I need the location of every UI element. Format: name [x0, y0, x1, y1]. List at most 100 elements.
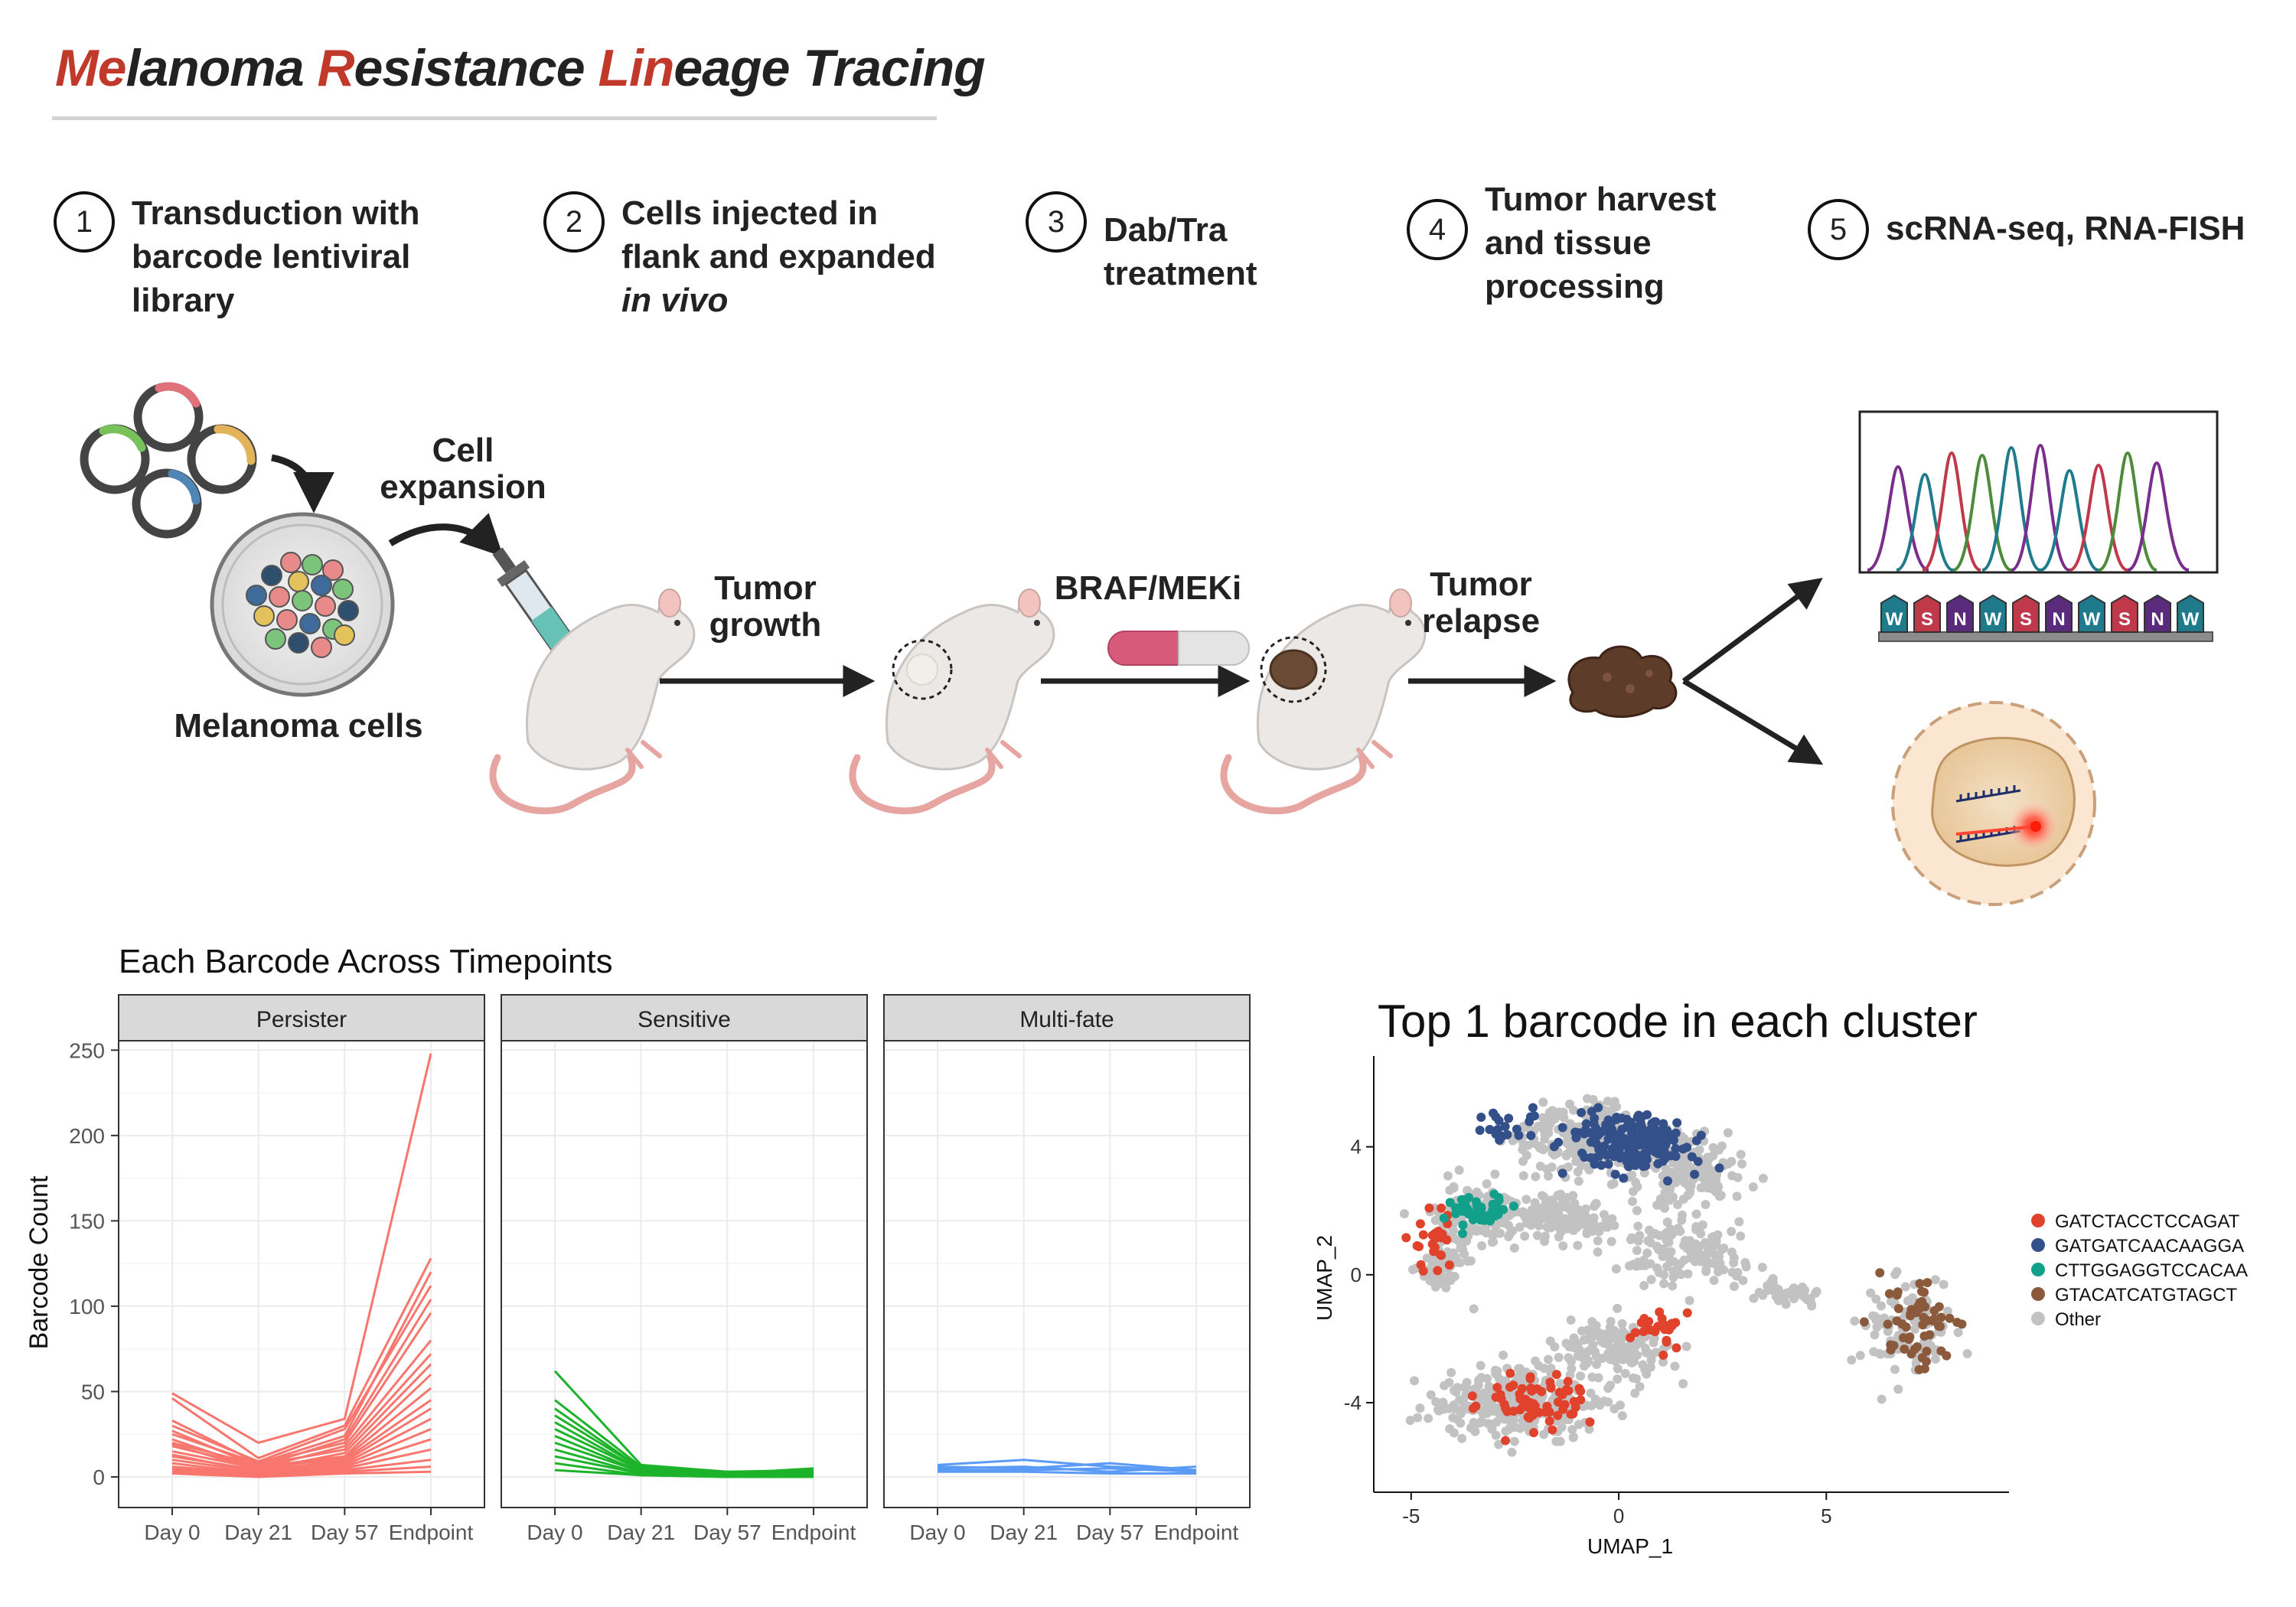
- scatter-point: [1490, 1169, 1500, 1179]
- scatter-point: [1942, 1351, 1952, 1361]
- scatter-point: [1870, 1312, 1880, 1322]
- scatter-point: [1476, 1418, 1486, 1428]
- scatter-point: [1910, 1345, 1919, 1354]
- scatter-point: [1626, 1134, 1636, 1144]
- scatter-point: [1521, 1195, 1531, 1204]
- umap-title: Top 1 barcode in each cluster: [1378, 996, 1978, 1047]
- x-tick-label: Day 57: [693, 1521, 762, 1544]
- scatter-point: [1565, 1099, 1575, 1109]
- scatter-point: [1490, 1211, 1500, 1221]
- scatter-point: [1433, 1405, 1443, 1415]
- facet-panel: Multi-fate Day 0 Day 21 Day 57 Endpoint: [883, 994, 1251, 1544]
- scatter-point: [1431, 1397, 1441, 1407]
- x-tick-label: Endpoint: [389, 1521, 474, 1544]
- scatter-point: [1672, 1118, 1682, 1128]
- scatter-point: [1738, 1276, 1748, 1286]
- scatter-point: [1610, 1169, 1620, 1179]
- scatter-point: [1732, 1271, 1742, 1281]
- barcode-block-shape: [1880, 594, 1908, 633]
- scatter-point: [1442, 1235, 1452, 1245]
- scatter-point: [1457, 1433, 1467, 1443]
- x-tick-label: Day 0: [909, 1521, 965, 1544]
- scatter-point: [1546, 1364, 1556, 1374]
- y-tick-label: 0: [93, 1465, 105, 1489]
- scatter-point: [1431, 1258, 1441, 1268]
- scatter-point: [1505, 1382, 1515, 1392]
- scatter-point: [1657, 1314, 1667, 1324]
- scatter-point: [1449, 1182, 1459, 1191]
- scatter-point: [1515, 1364, 1525, 1374]
- step-line: Cells injected in: [621, 194, 878, 232]
- barcode-block: N: [2144, 594, 2171, 633]
- scatter-point: [1476, 1361, 1486, 1371]
- scatter-point: [1553, 1410, 1563, 1420]
- scatter-point: [1549, 1207, 1559, 1217]
- scatter-point: [1405, 1416, 1415, 1426]
- scatter-point: [1925, 1330, 1935, 1340]
- scatter-point: [1540, 1231, 1550, 1241]
- scatter-point: [1678, 1144, 1688, 1154]
- scatter-point: [1465, 1224, 1475, 1234]
- scatter-point: [1493, 1125, 1503, 1135]
- scatter-point: [1525, 1116, 1534, 1126]
- scatter-point: [1558, 1404, 1568, 1414]
- scatter-point: [1736, 1231, 1746, 1241]
- scatter-point: [1574, 1176, 1583, 1186]
- scatter-point: [1451, 1387, 1461, 1397]
- scatter-point: [1482, 1179, 1492, 1189]
- scatter-point: [1708, 1143, 1718, 1152]
- x-tick-label: Day 21: [990, 1521, 1058, 1544]
- scatter-point: [1576, 1395, 1586, 1405]
- scatter-point: [1468, 1403, 1478, 1413]
- scatter-point: [1923, 1278, 1932, 1288]
- step-3: 3 Dab/Tra treatment: [1026, 191, 1257, 295]
- series-line: [171, 1257, 432, 1460]
- scatter-point: [1577, 1148, 1587, 1158]
- facet-strip: [883, 994, 1251, 1041]
- scatter-point: [1458, 1229, 1468, 1239]
- scatter-point: [1593, 1373, 1603, 1383]
- scatter-point: [1561, 1338, 1571, 1348]
- x-tick-label: Endpoint: [771, 1521, 856, 1544]
- barcode-letter: S: [2020, 609, 2032, 630]
- scatter-point: [1953, 1328, 1963, 1338]
- step-line: barcode lentiviral: [132, 238, 411, 275]
- braf-meki-label: BRAF/MEKi: [1054, 569, 1242, 607]
- scatter-point: [1671, 1343, 1681, 1353]
- scatter-point: [1903, 1296, 1913, 1305]
- scatter-point: [1415, 1219, 1425, 1229]
- x-axis-label: UMAP_1: [1587, 1534, 1673, 1558]
- scatter-point: [1640, 1343, 1650, 1353]
- scatter-point: [1472, 1187, 1482, 1197]
- scatter-point: [1617, 1410, 1627, 1420]
- scatter-point: [1652, 1241, 1662, 1251]
- scatter-point: [1711, 1187, 1720, 1197]
- scatter-point: [1458, 1396, 1468, 1406]
- scatter-point: [1645, 1259, 1655, 1269]
- scatter-point: [1460, 1198, 1470, 1208]
- scatter-point: [1718, 1265, 1728, 1275]
- scatter-point: [1534, 1143, 1544, 1153]
- scatter-point: [1584, 1165, 1594, 1175]
- scatter-point: [1547, 1162, 1557, 1172]
- barcode-letter: N: [1953, 609, 1966, 630]
- scatter-point: [1485, 1124, 1495, 1134]
- legend-label: GTACATCATGTAGCT: [2055, 1285, 2238, 1305]
- barcode-block-shape: [1979, 594, 2007, 633]
- x-tick-label: Day 21: [224, 1521, 292, 1544]
- scatter-point: [1686, 1252, 1696, 1262]
- scatter-point: [1642, 1248, 1652, 1258]
- step-text: Dab/Tra treatment: [1104, 191, 1257, 295]
- scatter-point: [1749, 1293, 1759, 1303]
- arrow-icon: [1681, 577, 1823, 683]
- scatter-point: [1691, 1239, 1701, 1249]
- scatter-point: [1475, 1210, 1485, 1220]
- scatter-point: [1456, 1409, 1466, 1419]
- scatter-point: [1622, 1114, 1632, 1124]
- scatter-point: [1542, 1404, 1552, 1414]
- scatter-point: [1701, 1199, 1711, 1209]
- scatter-point: [1625, 1261, 1635, 1271]
- scatter-point: [1555, 1436, 1565, 1446]
